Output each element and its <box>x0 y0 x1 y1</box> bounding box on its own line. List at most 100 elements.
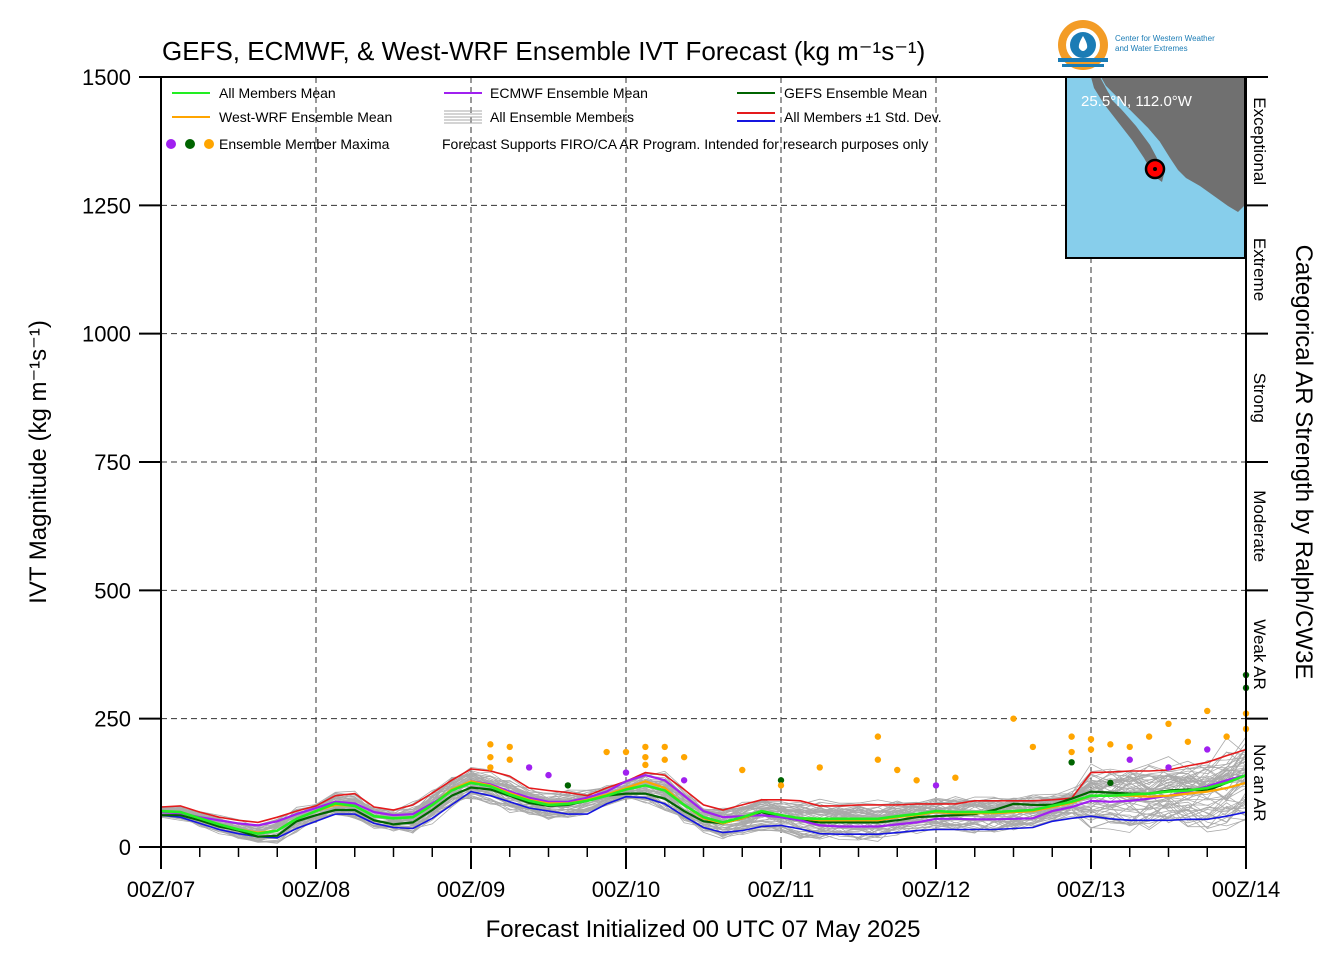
ensemble-member-line <box>160 793 1247 840</box>
maxima-point-westwrf <box>816 764 823 771</box>
maxima-point-westwrf <box>487 764 494 771</box>
grid-lines <box>161 77 1246 847</box>
maxima-point-westwrf <box>506 743 513 751</box>
maxima-point-westwrf <box>642 743 649 751</box>
maxima-point-westwrf <box>777 782 785 789</box>
x-tick-label: 00Z/12 <box>902 877 971 902</box>
legend-label-all-members: All Ensemble Members <box>490 109 634 125</box>
maxima-point-ecmwf <box>1204 746 1211 753</box>
ensemble-maxima-points <box>487 671 1250 789</box>
maxima-point-westwrf <box>894 766 901 774</box>
ar-category-axis: Not an AR Weak AR Moderate Strong Extreme Exc… <box>1246 76 1269 822</box>
series-line-all-mean <box>160 773 1247 836</box>
maxima-point-ecmwf <box>525 764 533 771</box>
x-tick-label: 00Z/07 <box>127 877 196 902</box>
y-tick-label: 1000 <box>82 322 131 347</box>
maxima-point-westwrf <box>1087 746 1095 753</box>
maxima-point-westwrf <box>487 753 494 761</box>
x-axis-title: Forecast Initialized 00 UTC 07 May 2025 <box>486 916 921 943</box>
series-line-std-lower <box>160 790 1247 839</box>
maxima-point-westwrf <box>913 777 920 784</box>
maxima-point-westwrf <box>1010 715 1017 722</box>
location-marker-center <box>1153 167 1157 171</box>
y-tick-label: 750 <box>94 450 131 475</box>
legend-note: Forecast Supports FIRO/CA AR Program. In… <box>442 136 928 152</box>
maxima-point-westwrf <box>642 761 649 769</box>
maxima-point-westwrf <box>1087 736 1095 743</box>
series-line-gefs-mean <box>161 774 1247 838</box>
maxima-point-ecmwf <box>680 777 688 784</box>
maxima-point-westwrf <box>661 756 668 763</box>
category-label: Weak AR <box>1250 619 1269 690</box>
category-label: Not an AR <box>1250 744 1269 822</box>
mean-lines <box>160 748 1247 839</box>
maxima-point-gefs <box>1068 759 1075 766</box>
ensemble-member-line <box>160 784 1247 839</box>
right-axis-title: Categorical AR Strength by Ralph/CW3E <box>1290 245 1317 680</box>
x-tick-label: 00Z/11 <box>748 877 815 902</box>
maxima-point-westwrf <box>1145 733 1153 740</box>
maxima-point-westwrf <box>1126 743 1133 751</box>
cw3e-logo: Center for Western Weather and Water Ext… <box>1058 20 1215 70</box>
series-line-std-upper <box>160 748 1247 824</box>
legend-label-gefs-mean: GEFS Ensemble Mean <box>784 85 927 101</box>
y-axis-title: IVT Magnitude (kg m⁻¹s⁻¹) <box>25 320 52 604</box>
legend-dot-westwrf <box>204 139 214 149</box>
map-mainland <box>1101 77 1245 212</box>
y-tick-label: 500 <box>94 578 131 603</box>
maxima-point-westwrf <box>487 741 494 748</box>
y-tick-label: 1500 <box>82 65 131 90</box>
category-label: Strong <box>1250 373 1269 423</box>
x-tick-label: 00Z/13 <box>1057 877 1126 902</box>
legend-label-std: All Members ±1 Std. Dev. <box>784 109 942 125</box>
maxima-point-westwrf <box>603 748 610 756</box>
maxima-point-westwrf <box>1204 707 1211 715</box>
water-drop-icon <box>1078 36 1088 51</box>
x-tick-label: 00Z/08 <box>282 877 351 902</box>
logo-text-line2: and Water Extremes <box>1115 44 1188 53</box>
maxima-point-westwrf <box>506 756 513 763</box>
maxima-point-westwrf <box>1165 720 1172 727</box>
legend-label-all-mean: All Members Mean <box>219 85 336 101</box>
maxima-point-ecmwf <box>545 771 552 779</box>
maxima-point-westwrf <box>952 774 959 781</box>
logo-text-line1: Center for Western Weather <box>1115 34 1215 43</box>
maxima-point-westwrf <box>680 753 688 761</box>
y-tick-label: 250 <box>94 707 131 732</box>
chart-title: GEFS, ECMWF, & West-WRF Ensemble IVT For… <box>162 36 925 66</box>
legend-dot-gefs <box>185 139 195 149</box>
maxima-point-westwrf <box>874 756 882 763</box>
maxima-point-ecmwf <box>1126 756 1133 763</box>
x-tick-label: 00Z/14 <box>1212 877 1281 902</box>
location-map-inset: 25.5°N, 112.0°W <box>1065 76 1246 259</box>
maxima-point-ecmwf <box>932 782 940 789</box>
map-border <box>1065 76 1246 259</box>
legend-dot-ecmwf <box>166 139 176 149</box>
category-label: Exceptional <box>1250 97 1269 185</box>
ensemble-member-line <box>160 768 1247 834</box>
maxima-point-gefs <box>777 777 785 784</box>
maxima-point-westwrf <box>642 753 649 761</box>
y-tick-label: 1250 <box>82 193 131 218</box>
legend-label-ecmwf-mean: ECMWF Ensemble Mean <box>490 85 648 101</box>
maxima-point-westwrf <box>1068 733 1075 740</box>
maxima-point-westwrf <box>739 766 746 774</box>
legend-swatch-all-members <box>444 110 482 124</box>
maxima-point-westwrf <box>1068 748 1075 756</box>
maxima-point-westwrf <box>622 748 630 756</box>
category-label: Moderate <box>1250 490 1269 562</box>
x-tick-label: 00Z/10 <box>592 877 661 902</box>
maxima-point-westwrf <box>1029 743 1037 751</box>
maxima-point-westwrf <box>874 733 882 740</box>
legend: All Members Mean West-WRF Ensemble Mean … <box>166 85 942 152</box>
ensemble-member-line <box>160 768 1247 838</box>
category-label: Extreme <box>1250 238 1269 301</box>
y-axis: 0 250 500 750 1000 1250 1500 <box>82 65 161 860</box>
x-axis: 00Z/07 00Z/08 00Z/09 00Z/10 00Z/11 00Z/12 00Z/… <box>127 847 1281 902</box>
maxima-point-gefs <box>564 782 572 789</box>
maxima-point-gefs <box>1107 779 1114 787</box>
map-location-label: 25.5°N, 112.0°W <box>1081 93 1193 110</box>
y-tick-label: 0 <box>119 835 131 860</box>
maxima-point-westwrf <box>1107 741 1114 748</box>
